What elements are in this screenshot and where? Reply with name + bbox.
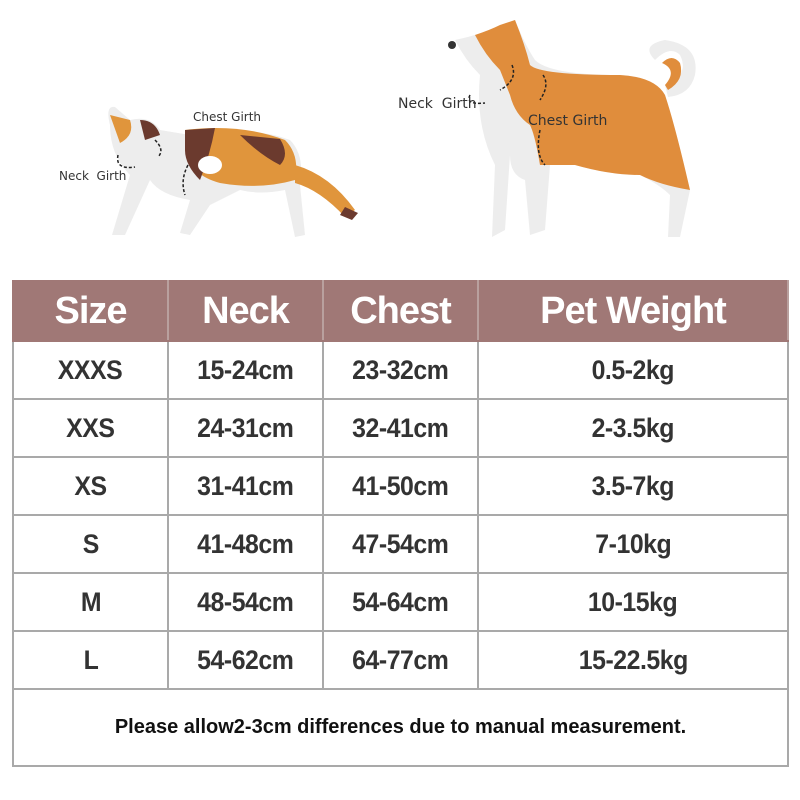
cell-text: 54-64cm xyxy=(352,586,449,617)
dog-neck-girth-label: Neck Girth xyxy=(398,96,477,112)
cell-weight: 15-22.5kg xyxy=(477,630,789,690)
cell-text: 54-62cm xyxy=(197,644,294,675)
cell-text: M xyxy=(80,586,101,617)
cell-text: 23-32cm xyxy=(352,354,449,385)
cell-neck: 41-48cm xyxy=(167,514,324,574)
cell-text: 0.5-2kg xyxy=(591,354,675,385)
cell-text: XXXS xyxy=(58,354,123,385)
cell-text: 3.5-7kg xyxy=(591,470,675,501)
cell-size: XXS xyxy=(12,398,169,458)
size-chart-table: Size Neck Chest Pet Weight XXXS 15-24cm 23… xyxy=(12,280,789,767)
cell-text: 24-31cm xyxy=(197,412,294,443)
cell-size: XXXS xyxy=(12,340,169,400)
cell-text: 7-10kg xyxy=(595,528,671,559)
cell-neck: 15-24cm xyxy=(167,340,324,400)
cell-neck: 54-62cm xyxy=(167,630,324,690)
note-row: Please allow2-3cm differences due to man… xyxy=(12,688,789,767)
dog-chest-girth-label: Chest Girth xyxy=(528,113,608,129)
header-size: Size xyxy=(12,280,169,342)
cell-chest: 23-32cm xyxy=(322,340,479,400)
header-neck: Neck xyxy=(167,280,324,342)
cell-text: S xyxy=(82,528,99,559)
cell-text: 2-3.5kg xyxy=(591,412,675,443)
cell-neck: 48-54cm xyxy=(167,572,324,632)
cell-chest: 32-41cm xyxy=(322,398,479,458)
cell-neck: 31-41cm xyxy=(167,456,324,516)
table-row: L 54-62cm 64-77cm 15-22.5kg xyxy=(12,630,789,690)
table-row: XS 31-41cm 41-50cm 3.5-7kg xyxy=(12,456,789,516)
cell-chest: 47-54cm xyxy=(322,514,479,574)
cell-weight: 2-3.5kg xyxy=(477,398,789,458)
cat-chest-girth-label: Chest Girth xyxy=(193,110,262,124)
cell-text: 41-48cm xyxy=(197,528,294,559)
cell-text: 48-54cm xyxy=(197,586,294,617)
cat-illustration xyxy=(108,106,358,238)
cell-text: XXS xyxy=(66,412,115,443)
cell-neck: 24-31cm xyxy=(167,398,324,458)
table-row: M 48-54cm 54-64cm 10-15kg xyxy=(12,572,789,632)
cell-text: 15-24cm xyxy=(197,354,294,385)
cell-text: XS xyxy=(74,470,107,501)
table-row: XXXS 15-24cm 23-32cm 0.5-2kg xyxy=(12,340,789,400)
cell-text: 10-15kg xyxy=(588,586,678,617)
cell-chest: 64-77cm xyxy=(322,630,479,690)
cell-text: 41-50cm xyxy=(352,470,449,501)
header-chest: Chest xyxy=(322,280,479,342)
cell-weight: 0.5-2kg xyxy=(477,340,789,400)
cell-text: 15-22.5kg xyxy=(578,644,688,675)
cell-text: 31-41cm xyxy=(197,470,294,501)
cell-size: M xyxy=(12,572,169,632)
cell-weight: 10-15kg xyxy=(477,572,789,632)
table-row: XXS 24-31cm 32-41cm 2-3.5kg xyxy=(12,398,789,458)
measurement-note: Please allow2-3cm differences due to man… xyxy=(12,688,789,767)
cell-chest: 41-50cm xyxy=(322,456,479,516)
header-pet-weight: Pet Weight xyxy=(477,280,789,342)
cell-text: 47-54cm xyxy=(352,528,449,559)
table-row: S 41-48cm 47-54cm 7-10kg xyxy=(12,514,789,574)
cat-neck-girth-label: Neck Girth xyxy=(59,169,127,183)
table-header-row: Size Neck Chest Pet Weight xyxy=(12,280,789,342)
cell-text: L xyxy=(83,644,98,675)
cell-weight: 3.5-7kg xyxy=(477,456,789,516)
cell-chest: 54-64cm xyxy=(322,572,479,632)
cell-text: 64-77cm xyxy=(352,644,449,675)
cell-weight: 7-10kg xyxy=(477,514,789,574)
cell-size: XS xyxy=(12,456,169,516)
cell-size: L xyxy=(12,630,169,690)
cell-text: 32-41cm xyxy=(352,412,449,443)
cell-size: S xyxy=(12,514,169,574)
dog-illustration xyxy=(448,20,696,237)
